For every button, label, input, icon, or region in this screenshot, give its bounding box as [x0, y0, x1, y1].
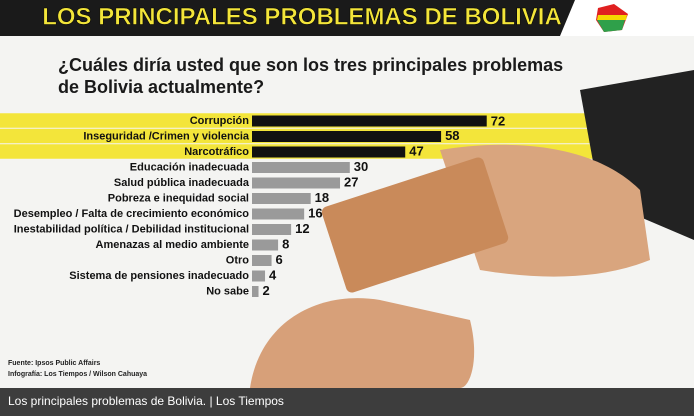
- caption-band: [0, 388, 694, 416]
- subtitle: de Bolivia actualmente?: [58, 77, 264, 97]
- category-label: Amenazas al medio ambiente: [96, 239, 249, 251]
- value-label: 6: [276, 252, 283, 267]
- value-label: 30: [354, 159, 368, 174]
- value-label: 18: [315, 190, 329, 205]
- bar: [252, 146, 406, 158]
- map-icon: [597, 20, 625, 32]
- hand: [250, 298, 475, 388]
- value-label: 2: [263, 283, 270, 298]
- bar: [252, 115, 487, 127]
- value-label: 12: [295, 221, 309, 236]
- chart-title: LOS PRINCIPALES PROBLEMAS DE BOLIVIA: [42, 3, 562, 30]
- category-label: Inestabilidad política / Debilidad insti…: [14, 223, 249, 235]
- value-label: 16: [308, 205, 322, 220]
- category-label: Desempleo / Falta de crecimiento económi…: [14, 208, 250, 220]
- value-label: 72: [491, 113, 505, 128]
- bar: [252, 239, 279, 251]
- category-label: Otro: [226, 254, 250, 266]
- bar: [252, 131, 442, 142]
- category-label: Salud pública inadecuada: [114, 177, 250, 189]
- bar: [252, 270, 266, 282]
- category-label: Sistema de pensiones inadecuado: [69, 270, 249, 282]
- flag-area: [560, 0, 694, 36]
- subtitle: ¿Cuáles diría usted que son los tres pri…: [58, 55, 563, 75]
- banknotes: [321, 157, 509, 293]
- category-label: Pobreza e inequidad social: [108, 192, 249, 204]
- category-label: Educación inadecuada: [130, 161, 250, 173]
- bar: [252, 177, 341, 189]
- bar: [252, 224, 292, 235]
- value-label: 47: [409, 143, 423, 158]
- category-label: Inseguridad /Crimen y violencia: [83, 130, 250, 142]
- category-label: Narcotráfico: [184, 146, 249, 158]
- value-label: 27: [344, 174, 358, 189]
- map-icon: [597, 15, 627, 20]
- category-label: Corrupción: [190, 115, 250, 127]
- caption: Los principales problemas de Bolivia. | …: [8, 394, 284, 408]
- bar: [252, 193, 311, 204]
- value-label: 58: [445, 128, 459, 143]
- bar: [252, 255, 272, 266]
- bar: [252, 162, 350, 173]
- bar: [252, 286, 259, 297]
- value-label: 4: [269, 267, 277, 282]
- source: Infografía: Los Tiempos / Wilson Cahuaya: [8, 371, 147, 378]
- value-label: 8: [282, 236, 289, 251]
- bar: [252, 208, 305, 220]
- category-label: No sabe: [206, 285, 249, 297]
- hands-illustration: [250, 70, 694, 388]
- source: Fuente: Ipsos Public Affairs: [8, 360, 100, 367]
